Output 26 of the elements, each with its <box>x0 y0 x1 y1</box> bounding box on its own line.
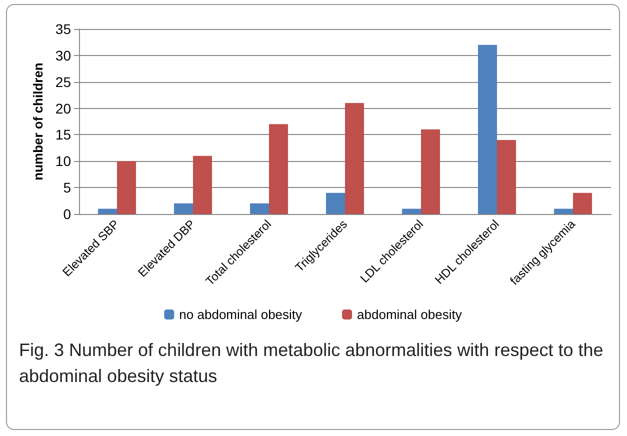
y-tick-label: 0 <box>63 206 72 222</box>
bar <box>497 140 516 214</box>
bar <box>478 44 497 214</box>
y-tick-label: 15 <box>55 126 72 143</box>
bar <box>174 203 193 214</box>
bar <box>402 208 421 214</box>
bar <box>421 129 440 214</box>
bar <box>573 192 592 214</box>
y-axis-title: number of children <box>30 62 46 180</box>
bar <box>554 208 573 214</box>
caption: Fig. 3 Number of children with metabolic abnormalities with respect to the abdominal obesity status <box>19 339 604 388</box>
legend-label: no abdominal obesity <box>179 307 303 322</box>
y-tick-label: 35 <box>55 21 72 37</box>
y-tick-label: 20 <box>55 100 72 116</box>
bar <box>98 208 117 214</box>
bar <box>117 161 136 214</box>
bar <box>250 203 269 214</box>
bar <box>269 124 288 214</box>
y-tick-label: 25 <box>55 74 72 90</box>
y-tick-label: 5 <box>63 180 72 196</box>
bar <box>193 156 212 214</box>
bar <box>326 192 345 214</box>
bar <box>345 103 364 214</box>
legend-label: abdominal obesity <box>357 307 462 322</box>
y-tick-label: 30 <box>55 47 72 64</box>
y-tick-label: 10 <box>55 153 72 170</box>
